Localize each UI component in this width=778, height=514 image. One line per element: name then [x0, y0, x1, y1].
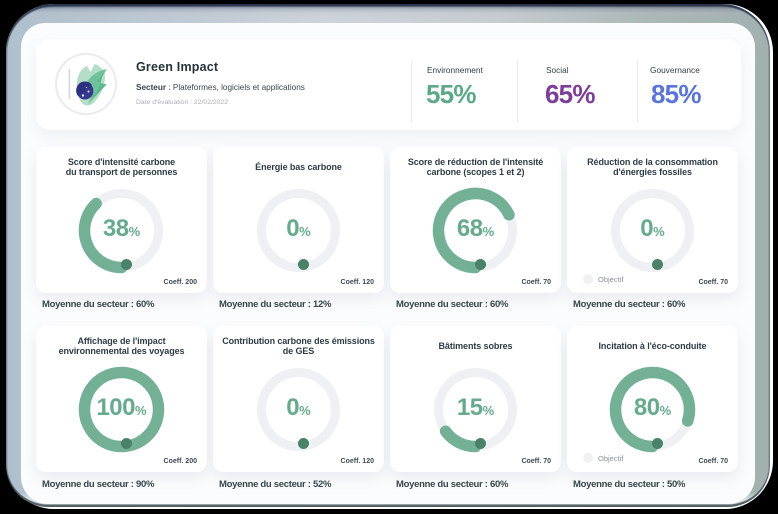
svg-text:0%: 0% — [286, 394, 311, 421]
svg-text:80%: 80% — [634, 394, 672, 421]
svg-text:68%: 68% — [457, 215, 495, 242]
svg-text:100%: 100% — [96, 394, 147, 421]
svg-text:0%: 0% — [640, 215, 665, 242]
svg-text:0%: 0% — [286, 215, 311, 242]
svg-text:38%: 38% — [103, 215, 141, 242]
svg-text:15%: 15% — [457, 394, 495, 421]
